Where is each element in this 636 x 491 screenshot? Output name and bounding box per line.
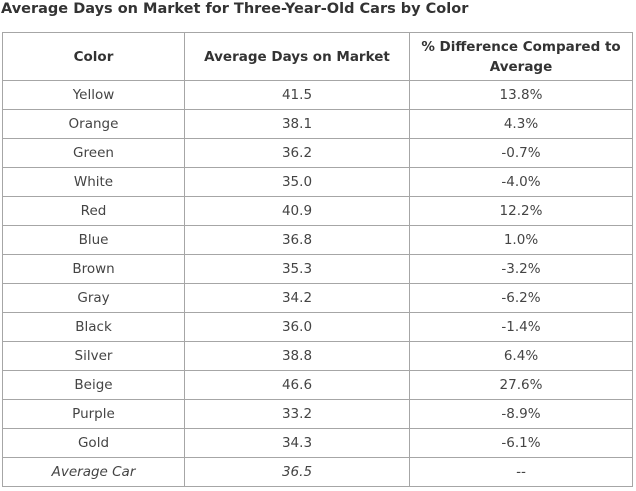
cell-color: Purple [2,399,185,429]
cell-percent-difference: -1.4% [409,312,633,342]
cell-percent-difference: 1.0% [409,225,633,255]
table-row: Orange 38.1 4.3% [2,109,633,139]
cell-average-days: 46.6 [184,370,410,400]
cell-color: Orange [2,109,185,139]
cell-average-days: 34.3 [184,428,410,458]
cell-average-days: 38.1 [184,109,410,139]
table-row: Yellow 41.5 13.8% [2,80,633,110]
table-row: Silver 38.8 6.4% [2,341,633,371]
cell-percent-difference: 4.3% [409,109,633,139]
header-average-days: Average Days on Market [184,32,410,81]
cell-average-days: 36.5 [184,457,410,487]
cell-average-days: 38.8 [184,341,410,371]
cell-percent-difference: -6.1% [409,428,633,458]
cell-percent-difference: 12.2% [409,196,633,226]
cell-percent-difference: -6.2% [409,283,633,313]
cell-average-days: 35.3 [184,254,410,284]
header-row: Color Average Days on Market % Differenc… [2,32,633,81]
table-row: Black 36.0 -1.4% [2,312,633,342]
average-car-row: Average Car 36.5 -- [2,457,633,487]
days-on-market-table: Color Average Days on Market % Differenc… [2,32,633,487]
table-row: Gold 34.3 -6.1% [2,428,633,458]
table-row: Red 40.9 12.2% [2,196,633,226]
cell-percent-difference: -4.0% [409,167,633,197]
cell-color: White [2,167,185,197]
cell-color: Average Car [2,457,185,487]
table-row: Green 36.2 -0.7% [2,138,633,168]
table-title: Average Days on Market for Three-Year-Ol… [1,1,469,17]
cell-average-days: 33.2 [184,399,410,429]
cell-average-days: 36.8 [184,225,410,255]
table-row: Blue 36.8 1.0% [2,225,633,255]
cell-color: Black [2,312,185,342]
cell-average-days: 35.0 [184,167,410,197]
cell-color: Red [2,196,185,226]
cell-color: Gray [2,283,185,313]
header-color: Color [2,32,185,81]
cell-average-days: 36.0 [184,312,410,342]
cell-percent-difference: 13.8% [409,80,633,110]
cell-percent-difference: -3.2% [409,254,633,284]
table-row: White 35.0 -4.0% [2,167,633,197]
cell-percent-difference: 6.4% [409,341,633,371]
cell-color: Beige [2,370,185,400]
cell-average-days: 41.5 [184,80,410,110]
cell-average-days: 34.2 [184,283,410,313]
cell-color: Silver [2,341,185,371]
cell-percent-difference: -- [409,457,633,487]
table-row: Purple 33.2 -8.9% [2,399,633,429]
table-row: Brown 35.3 -3.2% [2,254,633,284]
cell-percent-difference: -0.7% [409,138,633,168]
cell-color: Gold [2,428,185,458]
cell-color: Brown [2,254,185,284]
cell-percent-difference: -8.9% [409,399,633,429]
cell-color: Green [2,138,185,168]
cell-color: Blue [2,225,185,255]
cell-color: Yellow [2,80,185,110]
cell-average-days: 36.2 [184,138,410,168]
table-row: Beige 46.6 27.6% [2,370,633,400]
header-percent-difference: % Difference Compared to Average [409,32,633,81]
cell-average-days: 40.9 [184,196,410,226]
cell-percent-difference: 27.6% [409,370,633,400]
table-row: Gray 34.2 -6.2% [2,283,633,313]
